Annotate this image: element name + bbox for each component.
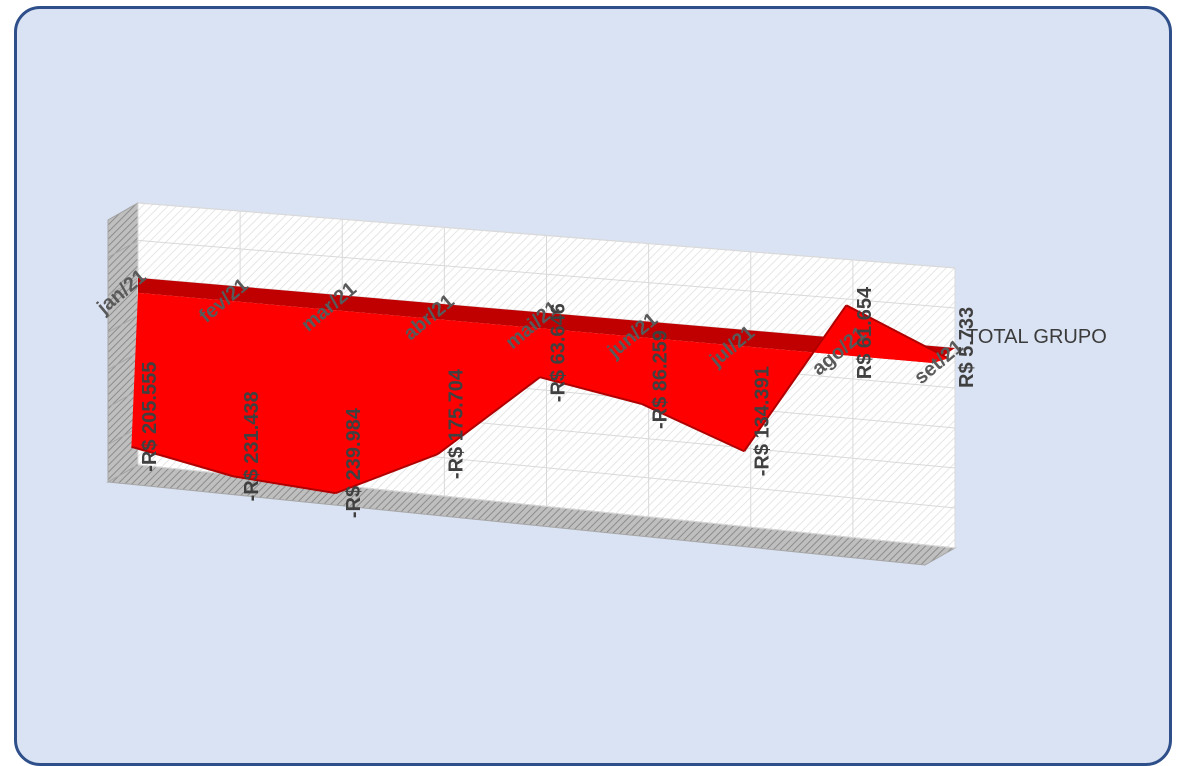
area-edge bbox=[539, 376, 643, 406]
area-edge bbox=[437, 376, 541, 455]
area-edge bbox=[845, 304, 949, 360]
area-face bbox=[131, 292, 949, 494]
side-gridline bbox=[107, 314, 139, 333]
data-label: -R$ 239.984 bbox=[343, 407, 365, 518]
series-label: TOTAL GRUPO bbox=[966, 326, 1107, 348]
data-label: R$ 5.733 bbox=[956, 307, 978, 388]
ribbon-top bbox=[138, 277, 955, 363]
data-label: -R$ 63.646 bbox=[548, 303, 570, 402]
data-label: -R$ 231.438 bbox=[241, 391, 263, 501]
side-gridline bbox=[107, 464, 139, 483]
data-label: -R$ 205.555 bbox=[139, 362, 161, 472]
data-label: R$ 61.654 bbox=[854, 286, 876, 379]
data-label: -R$ 134.391 bbox=[752, 366, 774, 476]
side-gridline bbox=[107, 239, 139, 258]
area-edge bbox=[743, 304, 848, 452]
side-gridline bbox=[107, 277, 139, 296]
data-label: -R$ 86.259 bbox=[650, 330, 672, 429]
area-edge bbox=[641, 403, 745, 453]
area-series bbox=[131, 277, 955, 495]
area-edge bbox=[233, 475, 336, 495]
side-gridline bbox=[107, 202, 139, 221]
area-edge bbox=[335, 453, 439, 495]
side-gridline bbox=[107, 389, 139, 408]
side-gridline bbox=[107, 352, 139, 371]
area-edge bbox=[131, 445, 234, 478]
data-label: -R$ 175.704 bbox=[445, 368, 467, 479]
